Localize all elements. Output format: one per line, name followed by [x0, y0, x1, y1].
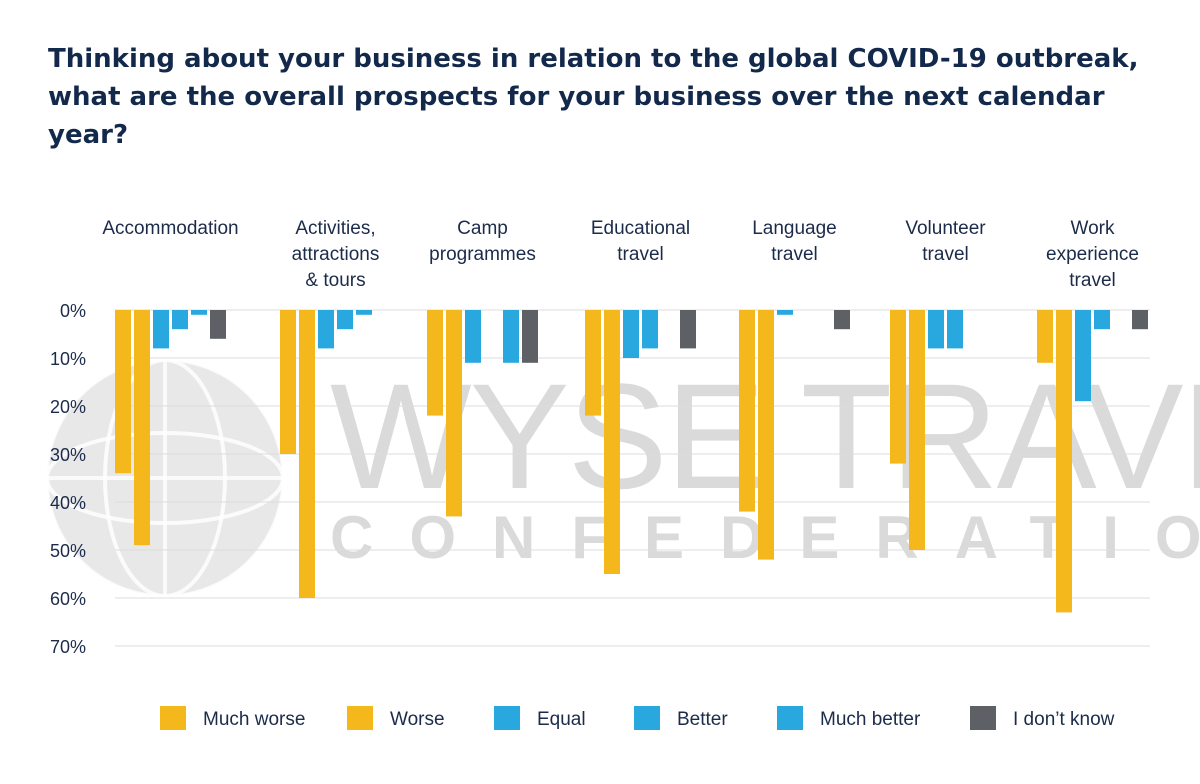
legend-label: Much worse — [203, 709, 305, 730]
bar-i-don-t-know — [1132, 310, 1148, 330]
legend-label: Worse — [390, 709, 445, 730]
y-tick-label: 20% — [50, 397, 86, 417]
bar-much-better — [356, 310, 372, 315]
category-label: Language — [752, 218, 837, 239]
category-label: programmes — [429, 244, 536, 265]
bar-i-don-t-know — [680, 310, 696, 349]
bar-better — [642, 310, 658, 349]
bar-much-better — [503, 310, 519, 363]
bar-much-worse — [890, 310, 906, 464]
bar-better — [947, 310, 963, 349]
bar-better — [337, 310, 353, 330]
bar-much-worse — [280, 310, 296, 454]
bar-equal — [318, 310, 334, 349]
bar-worse — [604, 310, 620, 574]
category-label: Work — [1071, 218, 1115, 239]
bar-equal — [153, 310, 169, 349]
bar-better — [1094, 310, 1110, 330]
y-tick-label: 40% — [50, 493, 86, 513]
y-tick-label: 60% — [50, 589, 86, 609]
bar-equal — [777, 310, 793, 315]
bar-much-worse — [739, 310, 755, 512]
bar-worse — [134, 310, 150, 546]
bar-much-better — [191, 310, 207, 315]
category-label: & tours — [305, 270, 365, 291]
bar-better — [172, 310, 188, 330]
legend-label: Equal — [537, 709, 586, 730]
bar-worse — [909, 310, 925, 550]
category-label: travel — [1069, 270, 1115, 291]
bar-worse — [446, 310, 462, 517]
y-tick-label: 30% — [50, 445, 86, 465]
bar-much-worse — [115, 310, 131, 474]
legend-label: Better — [677, 709, 728, 730]
y-axis: 0% 10% 20% 30% 40% 50% 60% 70% — [50, 301, 86, 657]
category-label: Camp — [457, 218, 508, 239]
category-label: Volunteer — [905, 218, 986, 239]
bar-equal — [1075, 310, 1091, 402]
category-label: attractions — [292, 244, 380, 265]
bar-equal — [623, 310, 639, 358]
bar-i-don-t-know — [210, 310, 226, 339]
category-label: Activities, — [295, 218, 375, 239]
bar-much-worse — [1037, 310, 1053, 363]
category-label: Accommodation — [102, 218, 238, 239]
legend-swatch — [160, 706, 186, 730]
category-labels: Accommodation Activities, attractions & tou… — [102, 218, 1139, 291]
bar-much-worse — [585, 310, 601, 416]
bar-worse — [299, 310, 315, 598]
category-label: travel — [617, 244, 663, 265]
bar-much-worse — [427, 310, 443, 416]
y-tick-label: 70% — [50, 637, 86, 657]
y-tick-label: 0% — [60, 301, 86, 321]
category-label: travel — [771, 244, 817, 265]
bar-equal — [928, 310, 944, 349]
chart-title: Thinking about your business in relation… — [48, 44, 1139, 150]
bar-worse — [1056, 310, 1072, 613]
y-tick-label: 10% — [50, 349, 86, 369]
bar-worse — [758, 310, 774, 560]
legend: Much worse Worse Equal Better Much better I d… — [160, 706, 1115, 730]
legend-swatch — [494, 706, 520, 730]
category-label: experience — [1046, 244, 1139, 265]
bars — [115, 310, 1148, 613]
category-label: Educational — [591, 218, 690, 239]
y-tick-label: 50% — [50, 541, 86, 561]
globe-logo-icon — [45, 358, 285, 598]
bar-i-don-t-know — [522, 310, 538, 363]
legend-label: I don’t know — [1013, 709, 1115, 730]
legend-swatch — [347, 706, 373, 730]
bar-i-don-t-know — [834, 310, 850, 330]
legend-swatch — [777, 706, 803, 730]
bar-equal — [465, 310, 481, 363]
category-label: travel — [922, 244, 968, 265]
legend-swatch — [634, 706, 660, 730]
legend-swatch — [970, 706, 996, 730]
watermark: WYSE TRAVEL CONFEDERATION — [45, 352, 1200, 598]
legend-label: Much better — [820, 709, 921, 730]
